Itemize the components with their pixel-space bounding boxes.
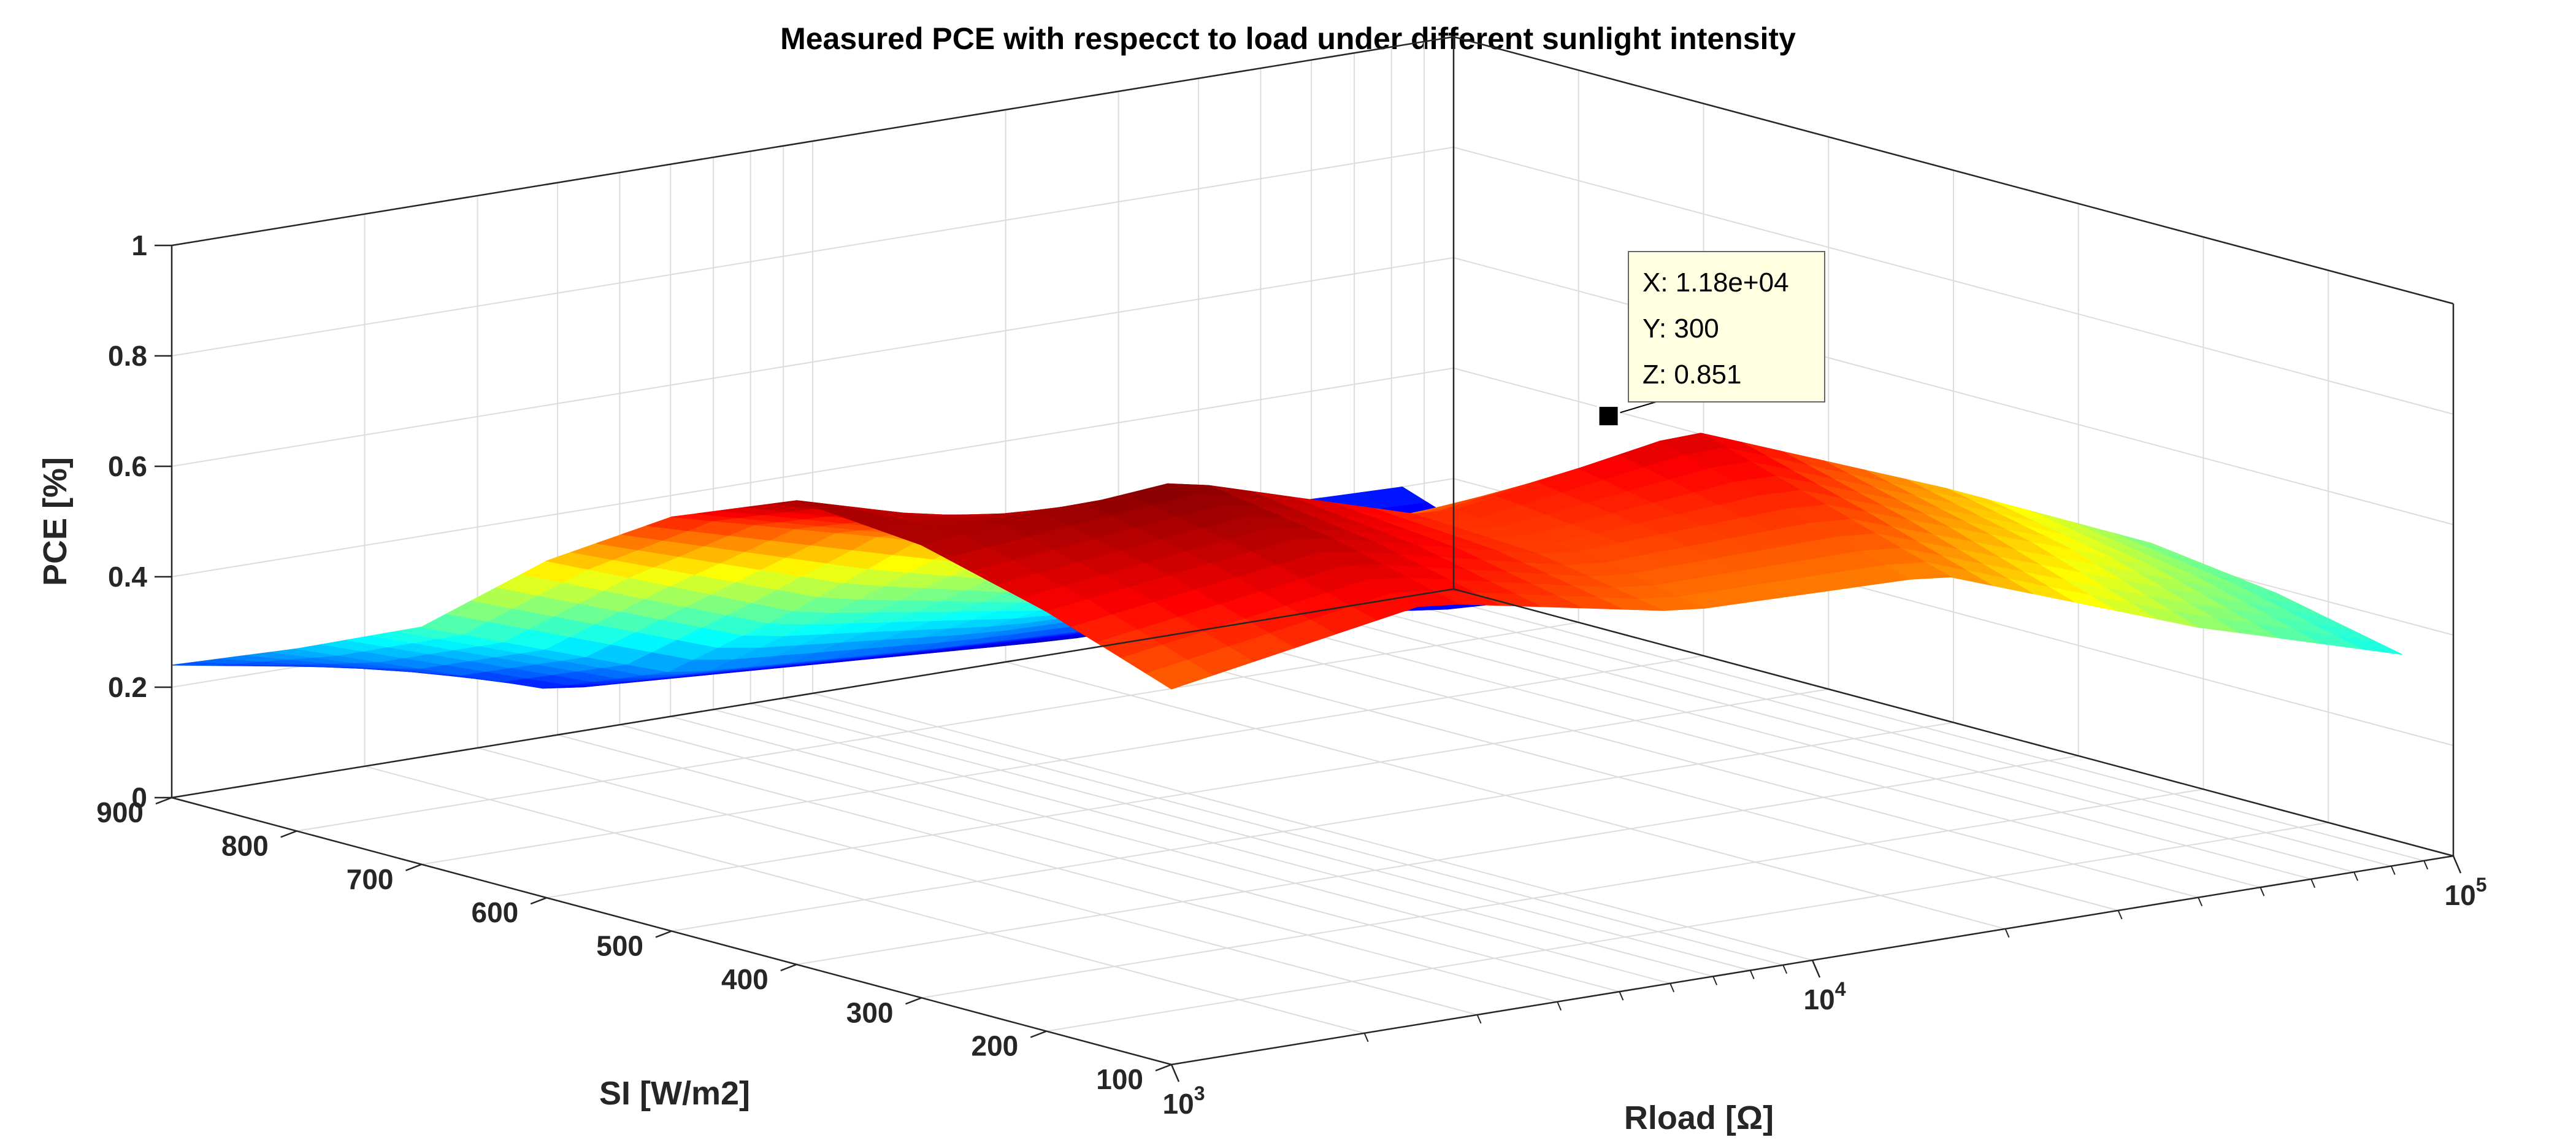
x-minor-tick-mark — [1476, 1014, 1482, 1024]
axes-layer — [171, 36, 2455, 1066]
y-tick-label: 900 — [96, 796, 144, 828]
x-minor-tick-mark — [2004, 928, 2010, 938]
floor-y-grid-line — [296, 622, 1579, 832]
y-tick-label: 400 — [721, 963, 769, 995]
ticks-layer: 0 0.2 0.4 0.6 0.8 1 900 800 700 600 500 400 300 200 10… — [96, 229, 2486, 1120]
data-tip-y: Y: 300 — [1643, 314, 1719, 344]
x-minor-tick-mark — [2310, 879, 2316, 888]
y-tick-mark — [780, 963, 797, 972]
x-tick-mark — [1811, 960, 1821, 978]
x-tick-label: 104 — [1804, 978, 1846, 1015]
side-wall-z-grid-line — [1453, 257, 2454, 525]
y-tick-label: 100 — [1096, 1063, 1143, 1095]
x-minor-tick-mark — [2260, 887, 2265, 896]
back-wall-z-grid-line — [171, 368, 1454, 577]
x-tick-label: 103 — [1163, 1082, 1205, 1120]
data-tip-x: X: 1.18e+04 — [1643, 268, 1789, 298]
x-minor-tick-mark — [2390, 866, 2396, 875]
y-tick-mark — [905, 997, 922, 1005]
x-minor-tick-mark — [2117, 910, 2123, 920]
y-tick-mark — [530, 896, 547, 905]
y-tick-label: 200 — [972, 1030, 1019, 1062]
data-tip[interactable]: X: 1.18e+04 Y: 300 Z: 0.851 — [1597, 251, 1825, 428]
floor-y-grid-line — [671, 722, 1954, 932]
side-wall-z-grid-line — [1453, 147, 2454, 415]
x-minor-tick-mark — [2353, 871, 2359, 881]
surface-patch — [1145, 660, 1214, 690]
y-tick-label: 300 — [846, 996, 894, 1028]
back-wall-z-grid-line — [171, 147, 1454, 356]
axis-box-edge — [1453, 588, 2454, 857]
y-tick-label: 500 — [596, 930, 643, 962]
y-tick-mark — [1155, 1063, 1172, 1072]
y-axis-label: SI [W/m2] — [599, 1075, 750, 1112]
x-minor-tick-mark — [1619, 991, 1624, 1001]
axis-box-edge — [171, 36, 1454, 247]
x-tick-label: 105 — [2445, 874, 2487, 911]
x-minor-tick-mark — [1363, 1033, 1369, 1042]
x-minor-tick-mark — [1782, 965, 1788, 974]
y-tick-mark — [280, 830, 297, 838]
floor-y-grid-line — [546, 688, 1829, 899]
x-tick-mark — [1170, 1064, 1180, 1082]
surface-layer — [171, 433, 2402, 690]
z-tick-label: 0.4 — [108, 561, 147, 593]
y-tick-label: 800 — [221, 830, 269, 861]
x-minor-tick-mark — [1669, 983, 1675, 993]
x-minor-tick-mark — [1749, 970, 1755, 979]
chart-title: Measured PCE with respecct to load under… — [780, 21, 1796, 56]
z-axis-label: PCE [%] — [37, 457, 74, 586]
x-minor-tick-mark — [2198, 897, 2203, 907]
x-tick-mark — [2452, 855, 2462, 874]
z-tick-label: 0.6 — [108, 450, 147, 482]
floor-y-grid-line — [796, 755, 2079, 965]
z-tick-label: 0.8 — [108, 340, 147, 372]
x-minor-tick-mark — [1557, 1001, 1562, 1011]
x-minor-tick-mark — [1712, 976, 1718, 985]
z-tick-label: 0 — [131, 782, 147, 814]
back-wall-z-grid-line — [171, 257, 1454, 467]
data-tip-marker[interactable] — [1597, 404, 1620, 428]
floor-y-grid-line — [921, 788, 2204, 999]
floor-y-grid-line — [421, 655, 1704, 865]
y-tick-mark — [155, 796, 172, 805]
z-tick-label: 0.2 — [108, 671, 147, 703]
x-minor-tick-mark — [2423, 860, 2429, 870]
data-tip-box — [1628, 251, 1825, 403]
y-tick-mark — [655, 930, 672, 938]
y-tick-label: 700 — [347, 863, 394, 895]
y-tick-label: 600 — [472, 896, 519, 928]
y-tick-mark — [1030, 1030, 1047, 1038]
x-axis-label: Rload [Ω] — [1624, 1100, 1774, 1136]
y-tick-mark — [405, 863, 422, 871]
z-tick-label: 1 — [131, 229, 147, 261]
data-tip-z: Z: 0.851 — [1643, 360, 1741, 390]
axis-box-edge — [1453, 36, 2454, 305]
axis-box-edge — [171, 588, 1454, 799]
floor-y-grid-line — [1046, 822, 2329, 1032]
